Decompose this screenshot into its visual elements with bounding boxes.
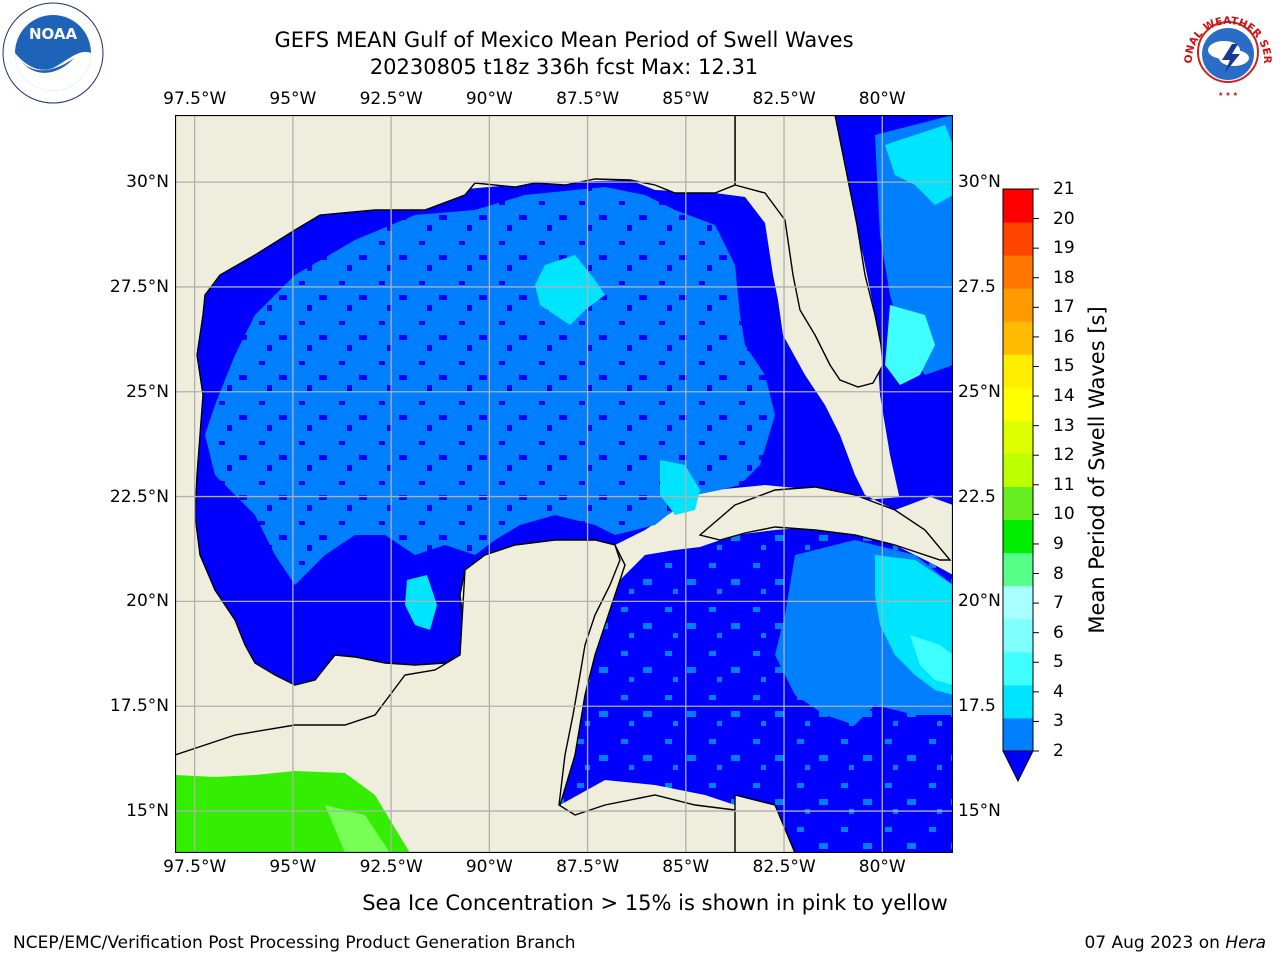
colorbar-segment (1003, 288, 1033, 322)
atlantic-water-cyan (885, 305, 935, 385)
lon-label-top: 90°W (465, 89, 513, 109)
footer-date: 07 Aug 2023 on Hera (1084, 933, 1266, 953)
footer-date-text: 07 Aug 2023 on (1084, 933, 1226, 953)
map-subtitle-forecast: 20230805 t18z 336h fcst Max: 12.31 (369, 55, 759, 79)
caribbean-water-pale (910, 635, 953, 685)
lat-label-right: 17.5 (958, 696, 996, 717)
noaa-logo: NOAA (2, 2, 104, 104)
colorbar (1002, 188, 1039, 783)
noaa-logo-text: NOAA (29, 25, 78, 43)
lon-label-bottom: 95°W (269, 857, 317, 877)
colorbar-segment (1003, 420, 1033, 454)
national-weather-service-logo: NATIONAL WEATHER SERVICE ★ ★ ★ (1178, 2, 1276, 100)
lon-label-top: 85°W (662, 89, 710, 109)
lat-label-left: 25°N (126, 381, 169, 402)
lat-label-right: 30°N (958, 172, 1001, 193)
lat-label-right: 25°N (958, 381, 1001, 402)
colorbar-tick-label: 8 (1053, 563, 1064, 584)
colorbar-tick-label: 9 (1053, 533, 1064, 554)
gulf-water-light-patch (405, 575, 437, 630)
colorbar-tick-label: 5 (1053, 652, 1064, 673)
lon-label-bottom: 92.5°W (359, 857, 423, 877)
colorbar-segment (1003, 585, 1033, 620)
colorbar-tick-label: 12 (1053, 445, 1075, 466)
colorbar-tick-label: 2 (1053, 741, 1064, 761)
lon-label-bottom: 80°W (858, 857, 906, 877)
colorbar-segment (1003, 222, 1033, 256)
lon-label-top: 80°W (858, 89, 906, 109)
colorbar-segment (1003, 387, 1033, 421)
colorbar-tick-label: 13 (1053, 415, 1075, 436)
pacific-water-lightgreen (325, 805, 390, 853)
svg-text:★ ★ ★: ★ ★ ★ (1218, 91, 1238, 98)
lat-label-left: 17.5°N (109, 696, 169, 717)
colorbar-segment (1003, 552, 1033, 587)
colorbar-tick-label: 20 (1053, 208, 1075, 229)
colorbar-segment (1003, 618, 1033, 653)
lat-label-right: 15°N (958, 801, 1001, 822)
gulf-of-mexico-map (175, 115, 953, 853)
colorbar-segment (1003, 519, 1033, 554)
lon-label-bottom: 90°W (465, 857, 513, 877)
lon-label-bottom: 97.5°W (163, 857, 227, 877)
colorbar-segment (1003, 321, 1033, 355)
colorbar-tick-label: 17 (1053, 297, 1075, 318)
colorbar-tick-label: 10 (1053, 504, 1075, 525)
colorbar-tick-label: 4 (1053, 681, 1064, 702)
colorbar-tick-label: 15 (1053, 356, 1075, 377)
lat-label-left: 27.5°N (109, 276, 169, 297)
lat-label-left: 15°N (126, 801, 169, 822)
colorbar-segment (1003, 189, 1033, 223)
footer-host: Hera (1225, 933, 1266, 953)
lat-label-right: 22.5 (958, 486, 996, 507)
lat-label-left: 22.5°N (109, 486, 169, 507)
colorbar-tick-label: 14 (1053, 386, 1075, 407)
colorbar-tick-label: 19 (1053, 238, 1075, 259)
atlantic-water-cyan (885, 125, 953, 205)
colorbar-segment (1003, 354, 1033, 388)
footer-organization: NCEP/EMC/Verification Post Processing Pr… (13, 933, 576, 953)
colorbar-tick-label: 7 (1053, 593, 1064, 614)
colorbar-label: Mean Period of Swell Waves [s] (1085, 306, 1109, 634)
lon-label-top: 82.5°W (752, 89, 816, 109)
colorbar-segment (1003, 453, 1033, 488)
cuba-island (698, 486, 952, 561)
sea-ice-note: Sea Ice Concentration > 15% is shown in … (362, 891, 948, 915)
colorbar-extend-arrow (1002, 750, 1034, 783)
colorbar-tick-label: 16 (1053, 326, 1075, 347)
lon-label-bottom: 85°W (662, 857, 710, 877)
colorbar-tick-label: 18 (1053, 267, 1075, 288)
colorbar-segment (1003, 684, 1033, 719)
central-america-land (734, 794, 796, 853)
lat-label-left: 30°N (126, 172, 169, 193)
lon-label-top: 97.5°W (163, 89, 227, 109)
colorbar-tick-label: 21 (1053, 179, 1075, 199)
lon-label-top: 87.5°W (556, 89, 620, 109)
colorbar-segment (1003, 255, 1033, 289)
colorbar-segment (1003, 486, 1033, 521)
lon-label-top: 92.5°W (359, 89, 423, 109)
lat-label-right: 20°N (958, 591, 1001, 612)
lat-label-right: 27.5 (958, 276, 996, 297)
map-title: GEFS MEAN Gulf of Mexico Mean Period of … (274, 28, 854, 52)
colorbar-segment (1003, 651, 1033, 686)
colorbar-tick-label: 11 (1053, 474, 1075, 495)
graticule (175, 115, 953, 853)
colorbar-tick-label: 3 (1053, 711, 1064, 732)
lon-label-top: 95°W (269, 89, 317, 109)
lon-label-bottom: 87.5°W (556, 857, 620, 877)
colorbar-tick-label: 6 (1053, 622, 1064, 643)
lat-label-left: 20°N (126, 591, 169, 612)
colorbar-segment (1003, 717, 1033, 752)
lon-label-bottom: 82.5°W (752, 857, 816, 877)
gulf-water-light-patch (660, 460, 700, 515)
